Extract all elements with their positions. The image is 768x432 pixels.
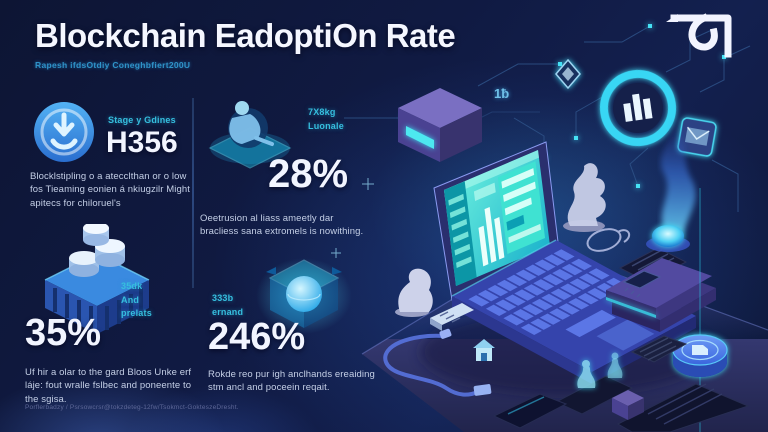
stat-value: 246% (208, 316, 306, 358)
footer-text: Porflerbadzy / Psrsowcrsr@tokzdeteg-12fw… (25, 404, 239, 411)
hologram-flame-orb (646, 118, 696, 252)
brand-logo-icon (666, 13, 732, 58)
tablets (554, 335, 750, 432)
laptop (433, 141, 696, 384)
bar-chart-ring-icon (600, 70, 676, 146)
crypto-coin-token (672, 334, 728, 377)
network-node-label: 1ƀ (494, 86, 510, 101)
ledger-books (606, 258, 716, 332)
stat-label: 7X8kg Luonale (308, 107, 344, 131)
stat-description: Rokde reo pur igh anclhands ereaiding st… (208, 369, 375, 394)
page-subtitle: Rapesh ifdsOtdiy Coneghbfiert200U (35, 60, 191, 71)
sparkles (331, 178, 374, 258)
crypto-wallet-box-icon (398, 88, 482, 162)
stat-label: 333b ernand (212, 293, 244, 317)
stat-description: Uf hir a olar to the gard Bloos Unke erf… (25, 367, 192, 405)
globe-cube-icon (254, 248, 354, 343)
stat-description: Oeetrusion al liass ameetly dar braclies… (200, 213, 364, 238)
usb-cable (383, 328, 492, 397)
statue-figurine (563, 163, 606, 232)
hologram-figures (577, 352, 623, 388)
house-module-icon (473, 339, 495, 361)
download-circle-icon (32, 100, 96, 169)
column-divider (192, 98, 194, 288)
phone-slab (492, 393, 568, 429)
stat-value: 28% (268, 152, 349, 196)
person-hologram-icon (202, 88, 298, 179)
laptop-screen-dashboard (444, 150, 550, 286)
knight-statue (395, 268, 433, 317)
header: Blockchain EadoptiOn Rate Rapesh ifdsOtd… (35, 17, 456, 71)
page-title: Blockchain EadoptiOn Rate (35, 17, 456, 54)
small-cube (612, 390, 644, 420)
stat-label: Stage y Gdines (108, 115, 176, 125)
laptop-keyboard (468, 249, 628, 336)
stat-label: 35dk And prelats (121, 281, 152, 318)
card-reader-stick (430, 303, 474, 331)
stat-value: H356 (106, 126, 178, 159)
envelope-icon (677, 117, 717, 157)
circuit-lines (344, 25, 751, 212)
brand-logo (664, 8, 742, 65)
diamond-icon (555, 58, 581, 90)
stat-description: Blocklstipling o a atecclthan or o low f… (30, 171, 191, 209)
coin-stack-platform-icon (25, 222, 175, 339)
stat-value: 35% (25, 312, 102, 354)
mouse-icon (586, 228, 631, 252)
